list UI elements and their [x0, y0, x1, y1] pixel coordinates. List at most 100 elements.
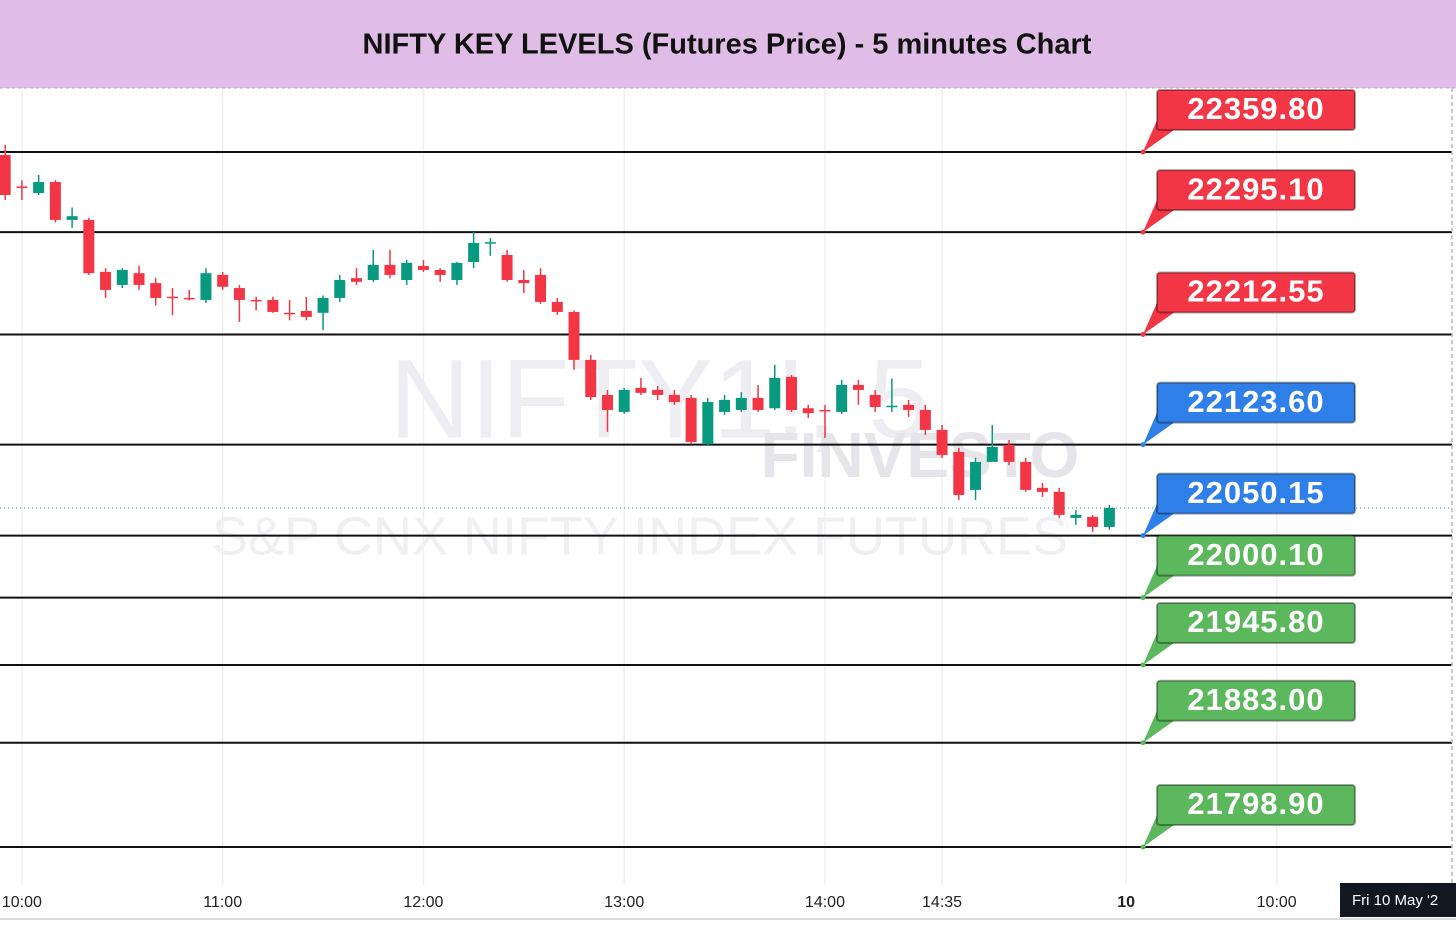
candle-body: [334, 279, 346, 298]
level-label: 22295.10: [1187, 171, 1324, 206]
label-anchor: [1140, 533, 1146, 539]
candle-body: [501, 254, 513, 280]
candle-body: [668, 394, 680, 403]
x-tick-label: 14:00: [805, 894, 845, 911]
candle-body: [401, 262, 413, 280]
level-label: 22123.60: [1187, 384, 1324, 419]
candle-body: [284, 312, 296, 315]
candle-body: [652, 389, 664, 395]
candle-body: [417, 265, 429, 270]
label-anchor: [1140, 844, 1146, 850]
level-label-box: [1156, 679, 1356, 722]
candle-body: [1053, 491, 1065, 515]
candle-body: [869, 394, 881, 407]
label-anchor: [1140, 442, 1146, 448]
level-label-box: [1156, 88, 1356, 131]
candle-body: [200, 273, 212, 300]
candle-body: [819, 409, 831, 412]
candle-body: [100, 271, 112, 290]
candle-body: [702, 402, 714, 445]
candle-body: [719, 399, 731, 412]
candle-body: [317, 297, 329, 313]
level-label-box: [1156, 601, 1356, 644]
candle-body: [1020, 461, 1032, 490]
candle-body: [49, 181, 61, 220]
candle-body: [551, 301, 563, 312]
candle-body: [852, 384, 864, 390]
candle-body: [267, 299, 279, 312]
candle-body: [585, 359, 597, 398]
level-label: 22359.80: [1187, 91, 1324, 126]
candle-body: [752, 397, 764, 410]
candle-body: [785, 376, 797, 410]
grid: [21, 88, 1278, 885]
candle-body: [903, 404, 915, 410]
x-tick-label: 12:00: [403, 894, 443, 911]
level-label-box: [1156, 783, 1356, 826]
candle-body: [468, 242, 480, 263]
candle-body: [116, 269, 128, 285]
key-levels: [0, 150, 1452, 848]
candle-body: [919, 409, 931, 430]
label-anchor: [1140, 149, 1146, 155]
candle-body: [535, 274, 547, 302]
candle-body: [802, 408, 814, 414]
candle-body: [0, 154, 11, 195]
candle-body: [351, 278, 363, 282]
candle-body: [769, 377, 781, 409]
label-anchor: [1140, 595, 1146, 601]
chart-title: NIFTY KEY LEVELS (Futures Price) - 5 min…: [363, 29, 1092, 61]
candle-body: [233, 288, 245, 300]
candle-body: [685, 397, 697, 442]
label-anchor: [1140, 331, 1146, 337]
candle-body: [217, 274, 229, 287]
level-labels: 22359.80 22295.10 22212.55 22123.60 22050.15…: [1140, 88, 1356, 850]
candle-body: [953, 451, 965, 495]
candle-body: [1087, 516, 1099, 527]
candle-body: [150, 283, 162, 298]
candle-body: [1070, 514, 1082, 518]
candle-body: [836, 384, 848, 412]
candle-body: [250, 299, 262, 302]
level-label-box: [1156, 534, 1356, 577]
level-label-box: [1156, 381, 1356, 424]
candle-body: [568, 311, 580, 360]
candle-body: [601, 394, 613, 410]
candle-body: [451, 262, 463, 280]
x-tick-label: 14:35: [922, 894, 962, 911]
level-label: 21883.00: [1187, 682, 1324, 717]
candle-body: [83, 219, 95, 274]
candle-body: [33, 181, 45, 194]
level-label: 22050.15: [1187, 475, 1324, 510]
x-tick-label: 13:00: [604, 894, 644, 911]
label-anchor: [1140, 229, 1146, 235]
candle-body: [16, 186, 28, 188]
level-label-box: [1156, 169, 1356, 212]
candle-body: [300, 310, 312, 317]
candle-body: [384, 264, 396, 275]
level-label: 22212.55: [1187, 274, 1324, 309]
candle-body: [434, 269, 446, 275]
candle-body: [518, 279, 530, 284]
candle-body: [618, 389, 630, 412]
candle-body: [133, 273, 145, 285]
candle-body: [1003, 444, 1015, 462]
candle-body: [886, 405, 898, 408]
x-tick-label: 10:00: [2, 894, 42, 911]
level-label: 21945.80: [1187, 604, 1324, 639]
candle-body: [166, 296, 178, 299]
level-label: 22000.10: [1187, 537, 1324, 572]
x-tick-label: 11:00: [203, 894, 242, 911]
x-tick-label: 10:00: [1257, 894, 1297, 911]
level-label-box: [1156, 271, 1356, 314]
candle-body: [183, 297, 195, 300]
candle-body: [970, 461, 982, 490]
crosshair-label: Fri 10 May '2: [1352, 892, 1438, 909]
level-label-box: [1156, 472, 1356, 515]
candle-body: [1103, 507, 1115, 527]
candles: [0, 144, 1452, 532]
x-tick-label: 10: [1117, 894, 1135, 911]
x-axis: 10:00 11:00 12:00 13:00 14:00 14:35 10 10:00: [2, 894, 1297, 911]
